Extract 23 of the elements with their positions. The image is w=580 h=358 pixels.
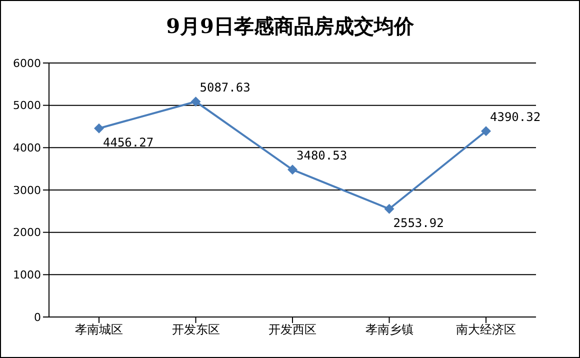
x-tick-label: 开发西区 [268,322,316,337]
y-tick-label: 3000 [13,184,41,197]
point [288,164,298,175]
point [384,204,394,214]
chart-title: 9月9日孝感商品房成交均价 [165,13,415,40]
data-label: 4390.32 [490,110,541,124]
x-tick-label: 开发东区 [172,322,220,337]
y-tick-label: 6000 [13,56,41,70]
y-tick-label: 4000 [13,142,41,155]
x-tick-label: 孝南城区 [75,322,123,337]
point [190,96,201,107]
y-tick-label: 5000 [13,99,41,112]
data-label: 2553.92 [393,216,444,230]
y-tick-label: 0 [34,310,41,324]
data-label: 5087.63 [200,80,250,95]
x-tick-label: 南大经济区 [456,322,516,337]
point [94,123,104,134]
y-tick-label: 2000 [13,226,41,240]
data-label: 4456.27 [103,135,154,150]
data-label: 3480.53 [296,148,348,163]
x-tick-label: 孝南乡镇 [365,322,414,337]
y-tick-label: 1000 [13,268,41,282]
point [481,126,491,136]
